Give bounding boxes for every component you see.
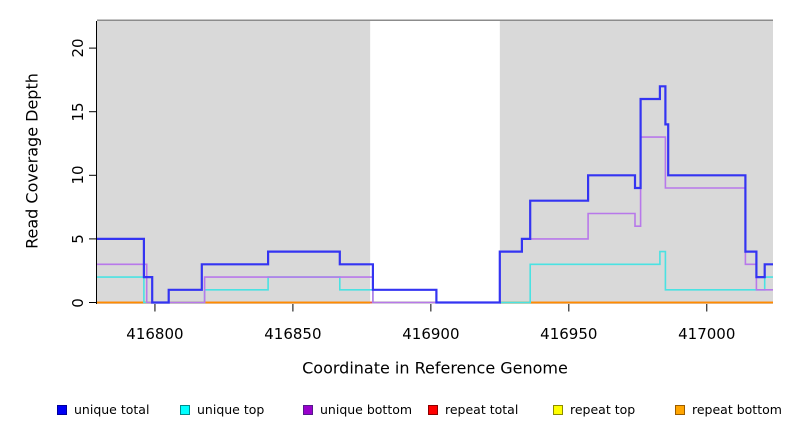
legend-swatch-icon xyxy=(428,404,438,415)
x-axis-title: Coordinate in Reference Genome xyxy=(302,358,568,378)
legend-label: unique bottom xyxy=(320,402,413,417)
series-line-unique-total xyxy=(97,85,773,304)
legend-swatch-icon xyxy=(675,404,685,415)
legend-swatch-icon xyxy=(553,404,563,415)
legend-item-unique-total: unique total xyxy=(57,402,149,417)
x-tick-label: 416950 xyxy=(540,325,598,343)
legend-item-unique-bottom: unique bottom xyxy=(303,402,412,417)
legend-item-repeat-total: repeat total xyxy=(428,402,518,417)
legend-label: repeat top xyxy=(570,402,636,417)
legend-swatch-icon xyxy=(57,404,67,415)
y-tick-label: 15 xyxy=(69,102,87,122)
x-tick-label: 416850 xyxy=(264,325,322,343)
legend-item-repeat-top: repeat top xyxy=(553,402,635,417)
legend-label: repeat bottom xyxy=(692,402,782,417)
legend-item-repeat-bottom: repeat bottom xyxy=(675,402,782,417)
legend-label: unique top xyxy=(197,402,265,417)
shaded-repeat-band xyxy=(97,21,371,304)
legend-item-unique-top: unique top xyxy=(180,402,264,417)
x-tick-label: 416800 xyxy=(126,325,184,343)
shaded-repeat-band xyxy=(499,21,773,304)
x-tick-label: 417000 xyxy=(678,325,736,343)
y-tick-label: 0 xyxy=(69,297,87,308)
x-tick-label: 416900 xyxy=(402,325,460,343)
y-tick-label: 10 xyxy=(69,165,87,185)
y-tick-label: 20 xyxy=(69,38,87,58)
legend-swatch-icon xyxy=(303,404,313,415)
y-tick-label: 5 xyxy=(69,234,87,244)
legend-swatch-icon xyxy=(180,404,190,415)
legend-label: unique total xyxy=(74,402,150,417)
legend-label: repeat total xyxy=(445,402,519,417)
y-axis-title: Read Coverage Depth xyxy=(22,73,42,249)
